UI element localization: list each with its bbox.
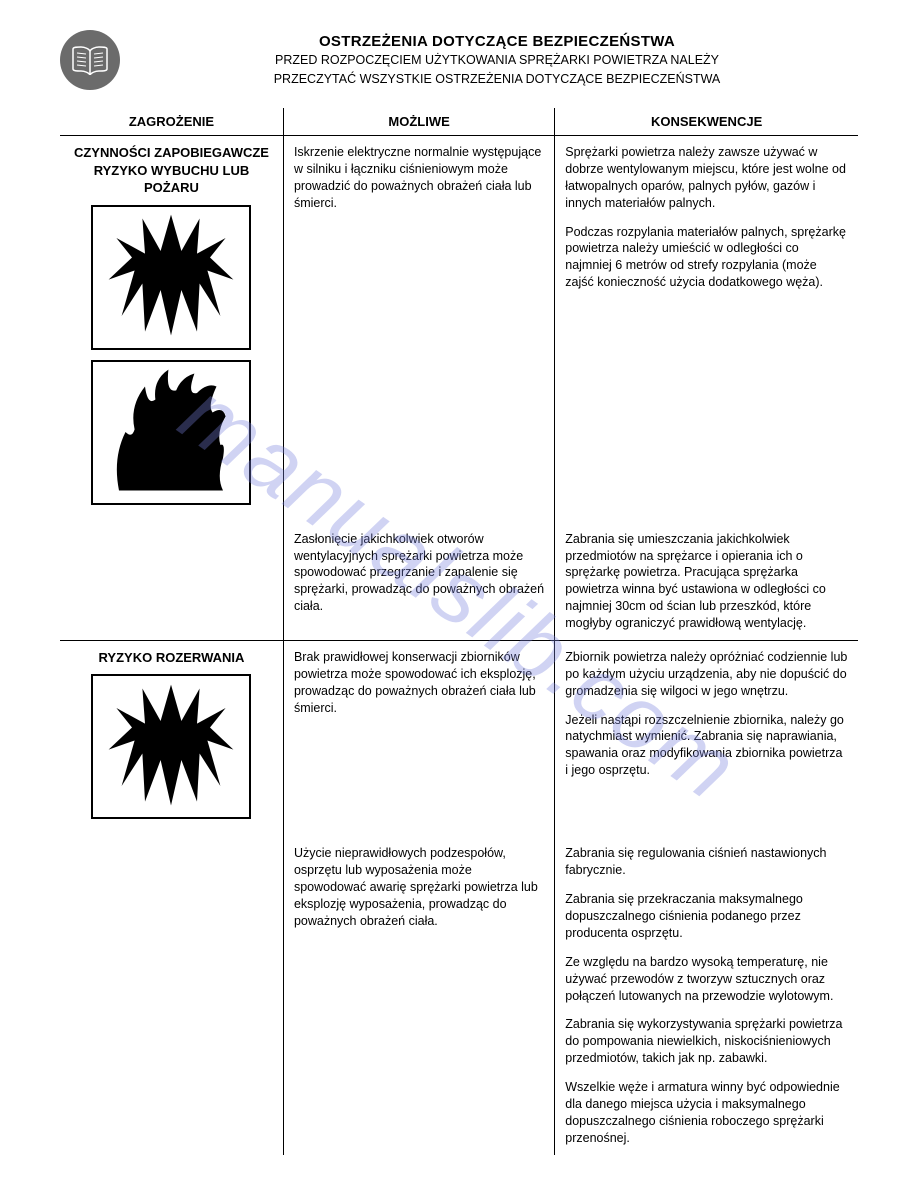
consequence-text: Zabrania się przekraczania maksymalnego … [565, 891, 848, 942]
book-icon [60, 30, 120, 90]
fire-icon [91, 360, 251, 505]
explosion-icon [91, 674, 251, 819]
consequence-text: Ze względu na bardzo wysoką temperaturę,… [565, 954, 848, 1005]
table-row: Użycie nieprawidłowych podzespołów, ospr… [60, 837, 858, 1154]
consequence-text: Zabrania się regulowania ciśnień nastawi… [565, 845, 848, 879]
consequence-text: Podczas rozpylania materiałów palnych, s… [565, 224, 848, 292]
col-header-possible: MOŻLIWE [283, 108, 554, 136]
title-sub-2: PRZECZYTAĆ WSZYSTKIE OSTRZEŻENIA DOTYCZĄ… [136, 71, 858, 88]
title-main: OSTRZEŻENIA DOTYCZĄCE BEZPIECZEŃSTWA [136, 33, 858, 50]
title-sub-1: PRZED ROZPOCZĘCIEM UŻYTKOWANIA SPRĘŻARKI… [136, 52, 858, 69]
consequence-text: Sprężarki powietrza należy zawsze używać… [565, 144, 848, 212]
hazard-title: CZYNNOŚCI ZAPOBIEGAWCZE RYZYKO WYBUCHU L… [70, 144, 273, 197]
col-header-consequences: KONSEKWENCJE [555, 108, 858, 136]
table-row: CZYNNOŚCI ZAPOBIEGAWCZE RYZYKO WYBUCHU L… [60, 136, 858, 523]
consequence-text: Jeżeli nastąpi rozszczelnienie zbiornika… [565, 712, 848, 780]
possible-text: Użycie nieprawidłowych podzespołów, ospr… [294, 845, 544, 929]
possible-text: Iskrzenie elektryczne normalnie występuj… [294, 144, 544, 212]
consequence-text: Zbiornik powietrza należy opróżniać codz… [565, 649, 848, 700]
consequence-text: Wszelkie węże i armatura winny być odpow… [565, 1079, 848, 1147]
hazard-title: RYZYKO ROZERWANIA [70, 649, 273, 667]
possible-text: Zasłonięcie jakichkolwiek otworów wentyl… [294, 531, 544, 615]
possible-text: Brak prawidłowej konserwacji zbiorników … [294, 649, 544, 717]
explosion-icon [91, 205, 251, 350]
table-row: RYZYKO ROZERWANIA Brak prawidłowej konse… [60, 640, 858, 837]
table-row: Zasłonięcie jakichkolwiek otworów wentyl… [60, 523, 858, 641]
header: OSTRZEŻENIA DOTYCZĄCE BEZPIECZEŃSTWA PRZ… [60, 30, 858, 90]
consequence-text: Zabrania się wykorzystywania sprężarki p… [565, 1016, 848, 1067]
safety-table: ZAGROŻENIE MOŻLIWE KONSEKWENCJE CZYNNOŚC… [60, 108, 858, 1155]
col-header-hazard: ZAGROŻENIE [60, 108, 283, 136]
consequence-text: Zabrania się umieszczania jakichkolwiek … [565, 531, 848, 632]
